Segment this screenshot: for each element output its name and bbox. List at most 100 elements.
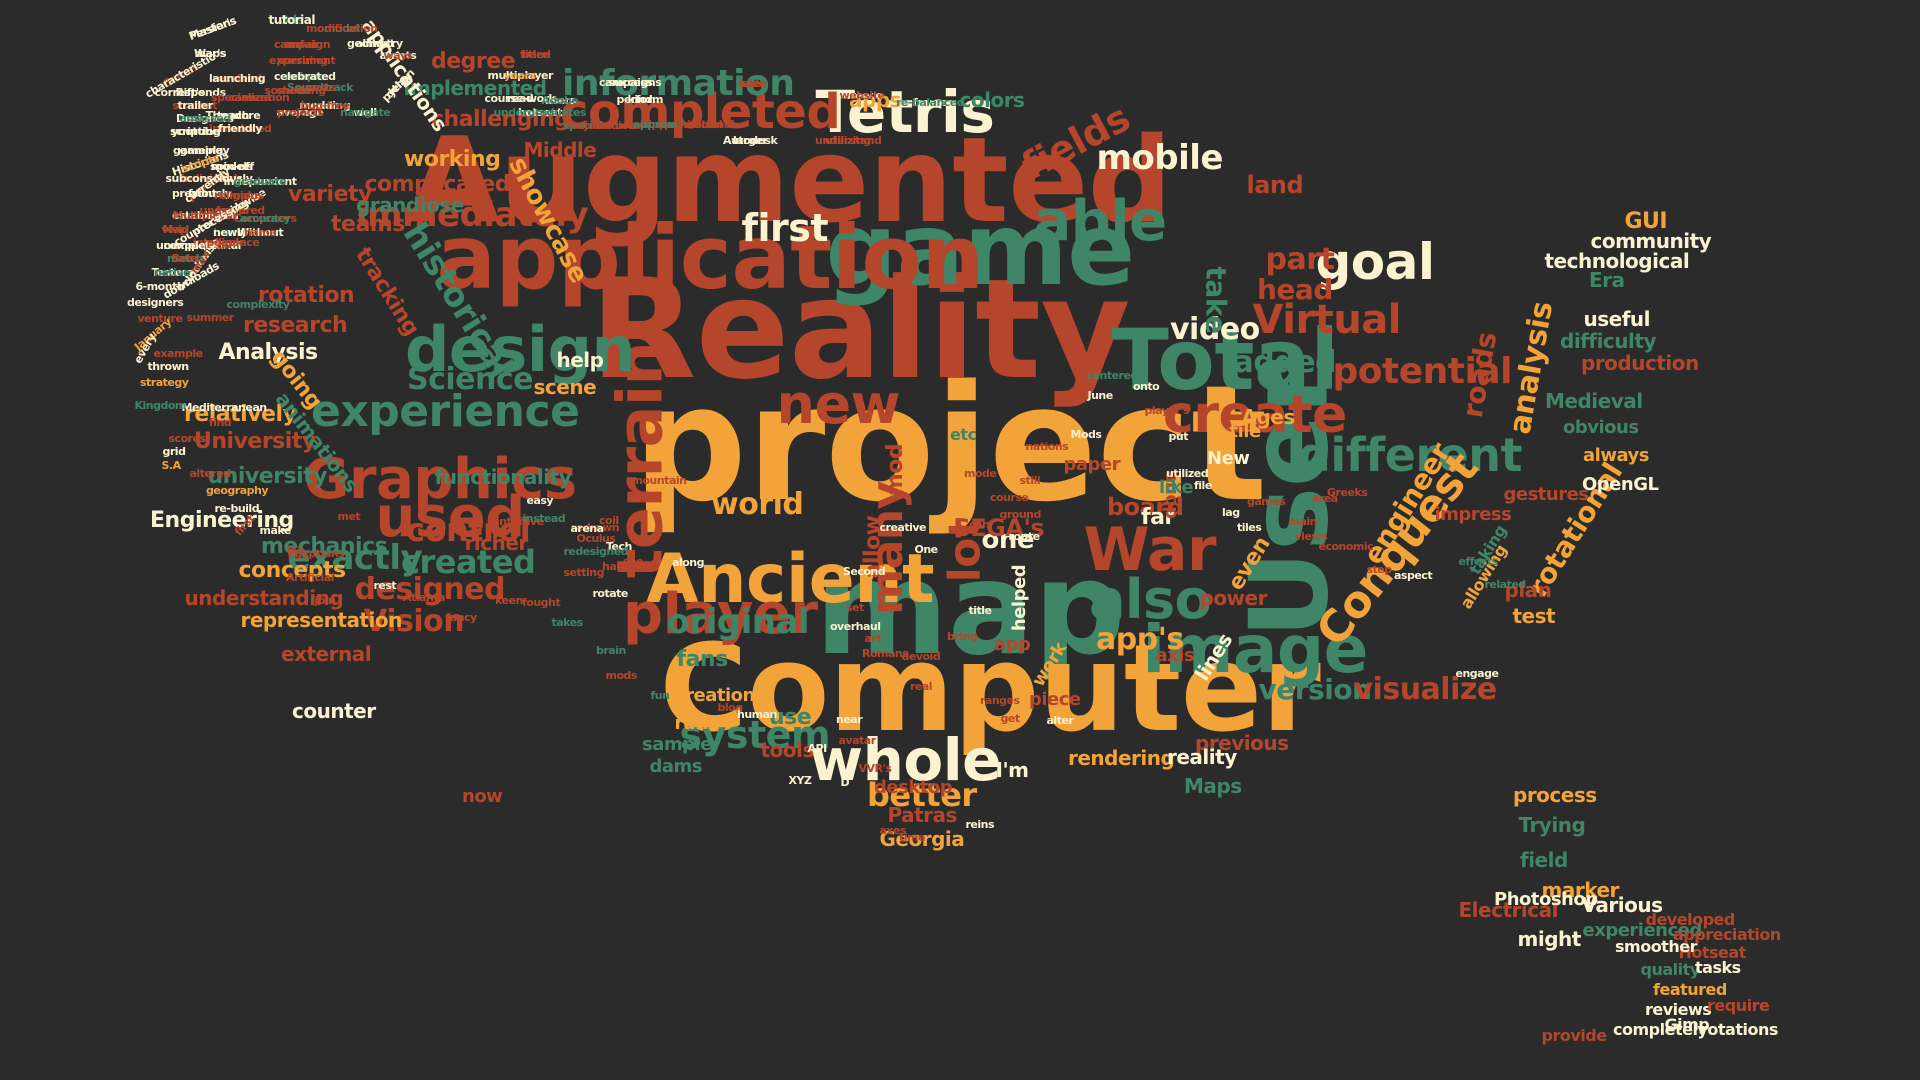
word-40: version <box>1258 673 1372 706</box>
word-319: put <box>1168 429 1189 443</box>
word-126: helped <box>1009 564 1031 632</box>
word-101: use <box>769 705 812 730</box>
word-336: tutorial <box>268 13 316 27</box>
word-226: unexpected <box>156 238 224 252</box>
word-67: working <box>404 147 501 172</box>
word-30: Virtual <box>1252 297 1402 343</box>
word-353: wide <box>738 76 767 90</box>
word-202: scripting <box>170 124 221 138</box>
word-283: human <box>737 707 777 721</box>
word-16: completed <box>560 84 841 140</box>
word-312: still <box>1019 473 1041 487</box>
word-168: appreciation <box>1673 925 1781 944</box>
word-169: tasks <box>1695 958 1741 977</box>
word-36: video <box>1170 312 1260 347</box>
word-364: re-balanced <box>896 95 965 109</box>
word-252: met <box>337 509 361 523</box>
word-236: venture <box>137 311 183 325</box>
word-275: along <box>672 555 704 569</box>
word-363: teach <box>217 108 250 122</box>
word-299: real <box>910 679 933 693</box>
word-255: Egyptians <box>287 546 345 560</box>
word-157: developed <box>1645 910 1736 929</box>
word-102: tools <box>760 738 815 762</box>
word-167: smoother <box>1615 937 1697 956</box>
word-86: concepts <box>238 558 347 583</box>
word-350: bug-free <box>300 98 351 112</box>
word-391: complete <box>163 238 218 252</box>
word-382: religions <box>214 188 264 202</box>
word-171: 3ds <box>280 13 304 27</box>
word-311: course <box>990 490 1029 504</box>
word-290: API <box>807 741 828 755</box>
word-265: Tech <box>606 539 632 553</box>
word-278: takes <box>551 615 584 629</box>
word-132: GUI <box>1624 209 1668 234</box>
word-273: mountain <box>631 473 687 487</box>
word-295: reins <box>965 817 995 831</box>
word-272: see <box>623 554 643 568</box>
word-192: well <box>353 105 378 119</box>
word-2: Augmented <box>408 111 1173 249</box>
word-308: ground <box>999 507 1042 521</box>
word-347: years <box>504 68 536 82</box>
word-4: map <box>815 535 1125 684</box>
word-386: accuracy <box>239 211 291 225</box>
word-166: quality <box>1640 960 1701 979</box>
word-81: University <box>194 429 316 454</box>
word-107: reality <box>1167 745 1237 769</box>
word-74: grandiose <box>356 193 464 217</box>
word-156: experienced <box>1582 920 1703 941</box>
word-91: now <box>462 786 503 807</box>
word-125: etc <box>950 425 977 444</box>
word-387: newly <box>213 225 247 239</box>
word-5: Computer <box>659 620 1321 759</box>
word-158: Hotseat <box>1678 943 1747 962</box>
word-357: navigate <box>340 105 391 119</box>
word-60: take <box>1199 266 1233 334</box>
word-284: near <box>836 712 863 726</box>
word-39: original <box>666 602 810 642</box>
word-162: provide <box>1541 1026 1608 1045</box>
word-84: Engineering <box>150 508 294 533</box>
word-287: alter <box>1046 713 1074 727</box>
word-22: different <box>1298 428 1523 482</box>
word-267: Oculus <box>576 531 616 545</box>
word-380: graduate <box>233 174 287 188</box>
word-204: special <box>563 118 603 132</box>
word-270: keen <box>495 593 523 607</box>
word-269: half <box>602 559 624 573</box>
word-289: VVR's <box>858 761 892 775</box>
word-146: plan <box>1504 578 1552 602</box>
word-187: campaigns <box>599 75 662 89</box>
word-63: colors <box>959 88 1025 112</box>
word-136: difficulty <box>1560 329 1656 353</box>
word-104: I'm <box>995 758 1029 782</box>
word-315: June <box>1087 388 1114 402</box>
word-323: tiles <box>1237 520 1262 534</box>
word-151: marker <box>1541 878 1620 902</box>
word-133: community <box>1590 229 1712 253</box>
word-28: new <box>776 373 901 436</box>
word-65: challenging <box>431 107 570 132</box>
word-212: models <box>211 159 253 173</box>
word-309: route <box>1008 529 1041 543</box>
word-51: system <box>679 713 831 757</box>
word-161: Gimp <box>1664 1015 1710 1034</box>
word-148: process <box>1513 783 1597 807</box>
word-119: Ages <box>1241 405 1296 429</box>
word-331: aspect <box>1394 568 1433 582</box>
word-244: find <box>209 415 232 429</box>
word-384: Multiplayer <box>172 208 238 222</box>
word-343: ways <box>383 48 413 62</box>
word-342: celebrated <box>274 69 336 83</box>
word-355: specialization <box>211 90 290 104</box>
word-71: Middle <box>523 138 597 162</box>
word-53: world <box>711 487 804 522</box>
word-369: major <box>566 118 601 132</box>
word-250: re-build <box>214 501 260 515</box>
word-181: Soundtrack <box>287 80 353 94</box>
word-3: game <box>825 191 1136 308</box>
word-395: native <box>154 265 190 279</box>
word-248: altered <box>189 466 232 480</box>
